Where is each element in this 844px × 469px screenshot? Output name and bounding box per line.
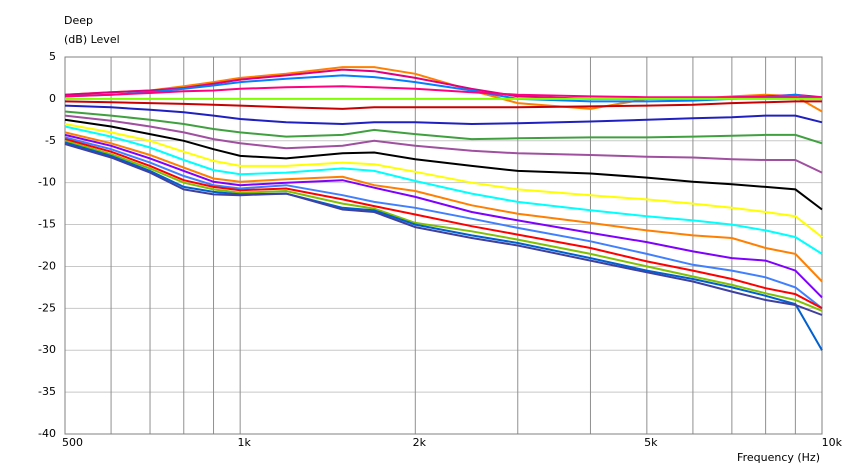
series-line <box>64 131 823 283</box>
y-tick-label: -30 <box>38 343 56 356</box>
series-line <box>64 85 822 99</box>
series-line <box>64 104 823 126</box>
series-line <box>64 110 823 145</box>
y-tick-label: -25 <box>38 301 56 314</box>
x-tick-label: 500 <box>62 436 83 449</box>
series-line <box>64 138 823 310</box>
chart-title: Deep <box>64 14 93 27</box>
y-tick-label: -20 <box>38 259 56 272</box>
y-tick-label: -10 <box>38 176 56 189</box>
series-line <box>64 141 823 351</box>
y-tick-label: 0 <box>49 92 56 105</box>
x-axis-label: Frequency (Hz) <box>737 451 820 464</box>
y-tick-label: -35 <box>38 385 56 398</box>
series-line <box>64 139 823 312</box>
y-tick-label: -15 <box>38 218 56 231</box>
y-tick-label: -40 <box>38 427 56 440</box>
y-axis-label: (dB) Level <box>64 33 120 46</box>
x-tick-label: 5k <box>644 436 658 449</box>
series-line <box>64 133 823 299</box>
series-line <box>64 114 823 174</box>
series-line <box>64 136 823 310</box>
x-tick-label: 10k <box>822 436 843 449</box>
series-line <box>64 100 822 110</box>
y-tick-label: 5 <box>49 50 56 63</box>
y-tick-label: -5 <box>45 134 56 147</box>
series-line <box>64 125 823 255</box>
x-tick-label: 2k <box>413 436 427 449</box>
plot-border <box>64 56 823 435</box>
series-line <box>64 118 823 211</box>
series-line <box>64 123 823 238</box>
x-tick-label: 1k <box>237 436 251 449</box>
series-line <box>64 143 823 316</box>
